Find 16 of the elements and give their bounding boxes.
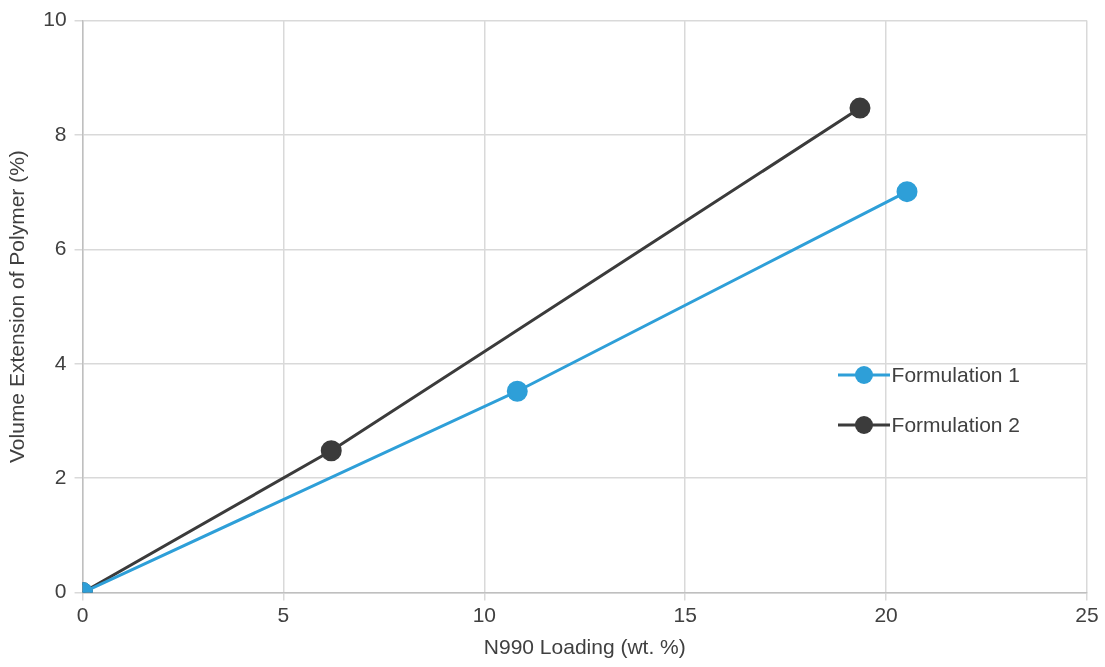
y-tick-label: 6	[54, 236, 67, 260]
x-tick-label: 5	[277, 603, 290, 626]
x-tick-label: 25	[1075, 603, 1099, 626]
x-tick-label: 15	[673, 603, 697, 626]
x-axis-title: N990 Loading (wt. %)	[483, 635, 686, 659]
x-tick-label: 10	[472, 603, 497, 626]
y-tick-label: 8	[54, 121, 67, 145]
y-axis-title: Volume Extension of Polymer (%)	[5, 150, 29, 463]
legend-label: Formulation 2	[891, 413, 1020, 437]
legend-label: Formulation 1	[891, 363, 1020, 387]
x-tick-label: 0	[76, 603, 89, 626]
x-tick-label: 20	[874, 603, 898, 626]
y-tick-label: 10	[43, 7, 67, 31]
y-tick-label: 2	[54, 465, 67, 488]
y-tick-label: 0	[54, 579, 67, 603]
y-tick-label: 4	[54, 350, 67, 374]
